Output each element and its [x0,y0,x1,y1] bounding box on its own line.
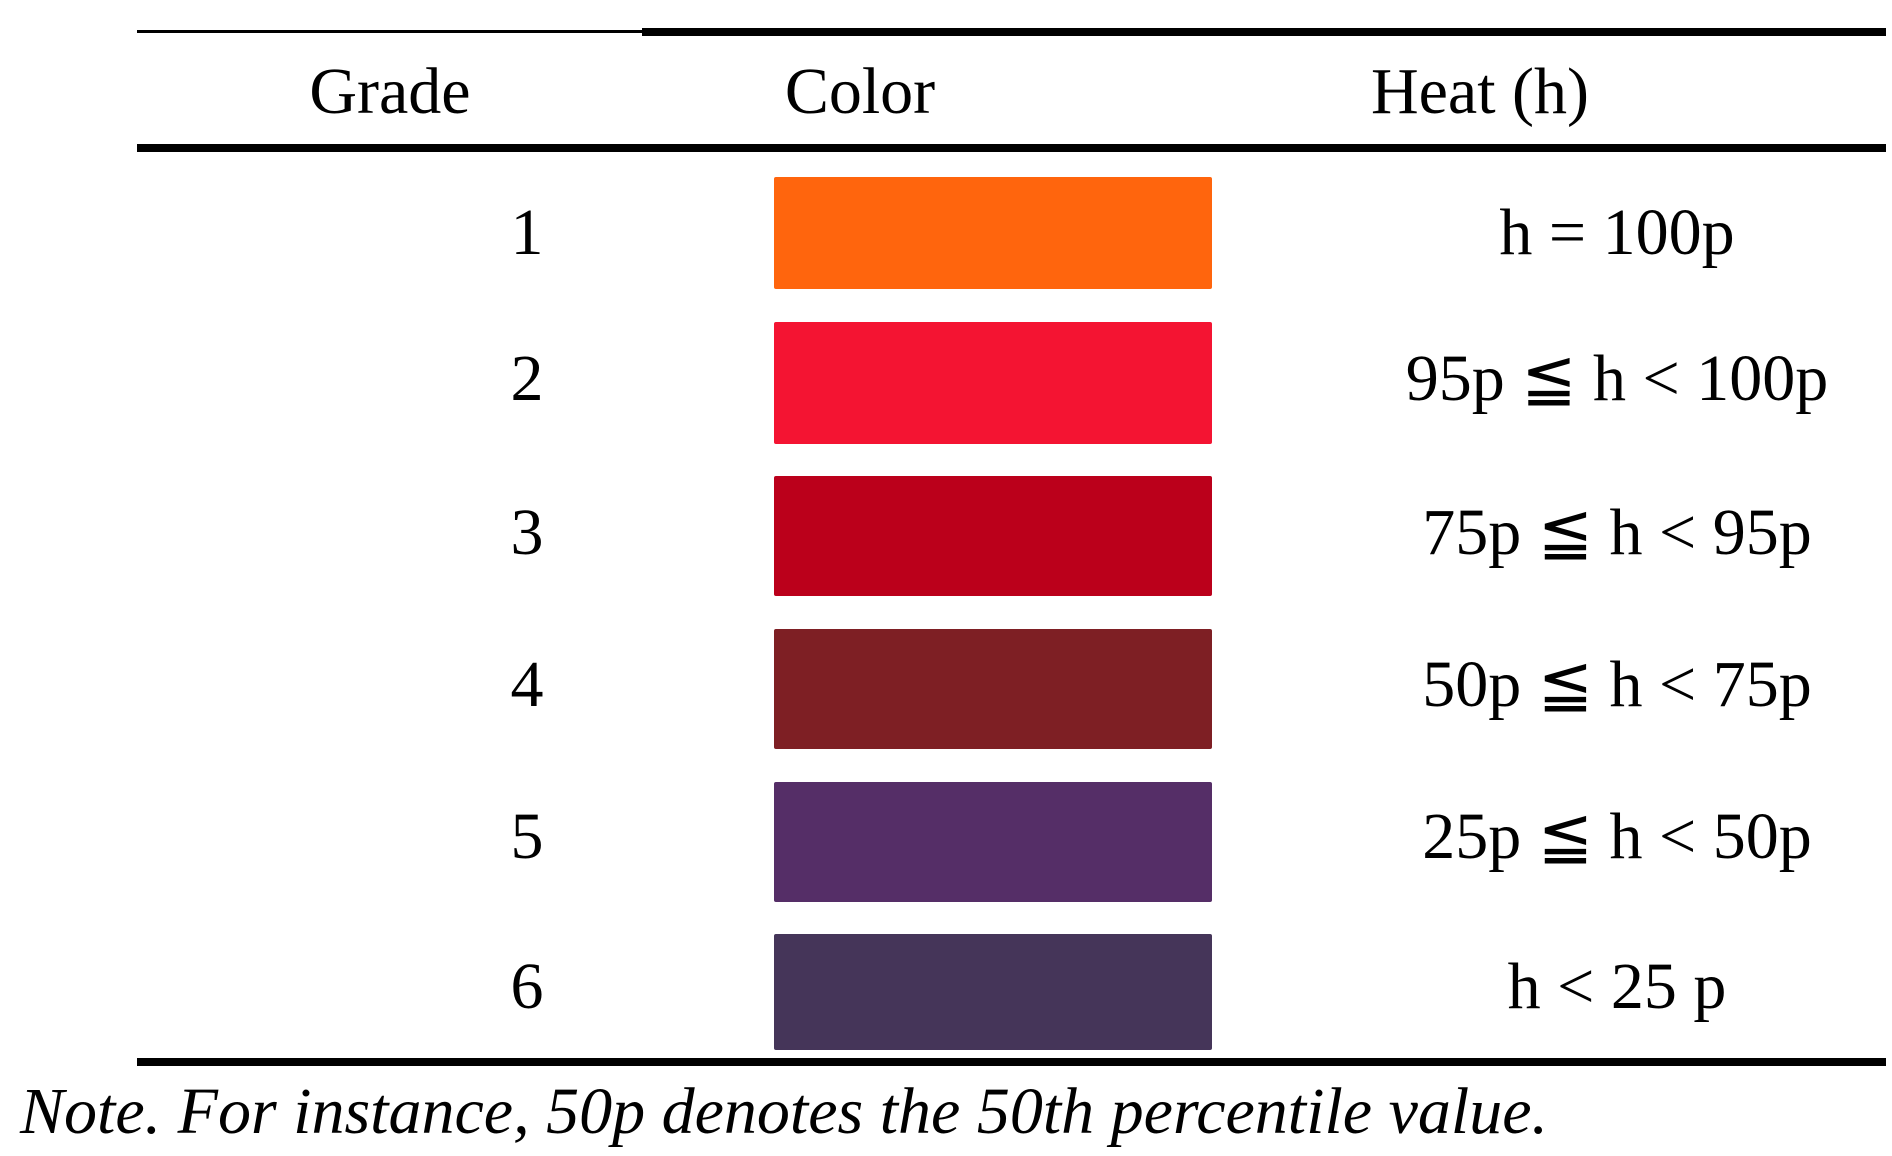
column-header-grade: Grade [309,55,471,128]
heat-range-cell: 75p ≦ h < 95p [1422,496,1812,569]
grade-cell: 1 [510,196,544,269]
column-header-heat: Heat (h) [1370,55,1590,128]
table-note: Note. For instance, 50p denotes the 50th… [20,1075,1549,1148]
grade-cell: 5 [510,800,544,873]
table-row-grade-6: 6 h < 25 p [137,914,1886,1060]
table-row-grade-3: 3 75p ≦ h < 95p [137,460,1886,606]
heat-range-cell: h = 100p [1499,196,1735,269]
grade-cell: 4 [510,648,544,721]
grade-cell: 3 [510,496,544,569]
grade-cell: 2 [510,342,544,415]
heat-range-cell: 95p ≦ h < 100p [1405,342,1829,415]
color-swatch [774,934,1212,1050]
heat-range-cell: h < 25 p [1507,950,1727,1023]
color-swatch [774,476,1212,596]
column-header-color: Color [784,55,936,128]
color-swatch [774,629,1212,749]
top-rule-right [642,28,1886,36]
header-rule [137,144,1886,152]
color-swatch [774,322,1212,444]
table-row-grade-5: 5 25p ≦ h < 50p [137,764,1886,910]
top-rule-left [137,30,642,33]
heat-range-cell: 50p ≦ h < 75p [1422,648,1812,721]
color-swatch [774,177,1212,289]
table-row-grade-2: 2 95p ≦ h < 100p [137,306,1886,452]
bottom-rule [137,1058,1886,1066]
heat-range-cell: 25p ≦ h < 50p [1422,800,1812,873]
table-row-grade-1: 1 h = 100p [137,160,1886,306]
grade-cell: 6 [510,950,544,1023]
color-swatch [774,782,1212,902]
table-row-grade-4: 4 50p ≦ h < 75p [137,612,1886,758]
